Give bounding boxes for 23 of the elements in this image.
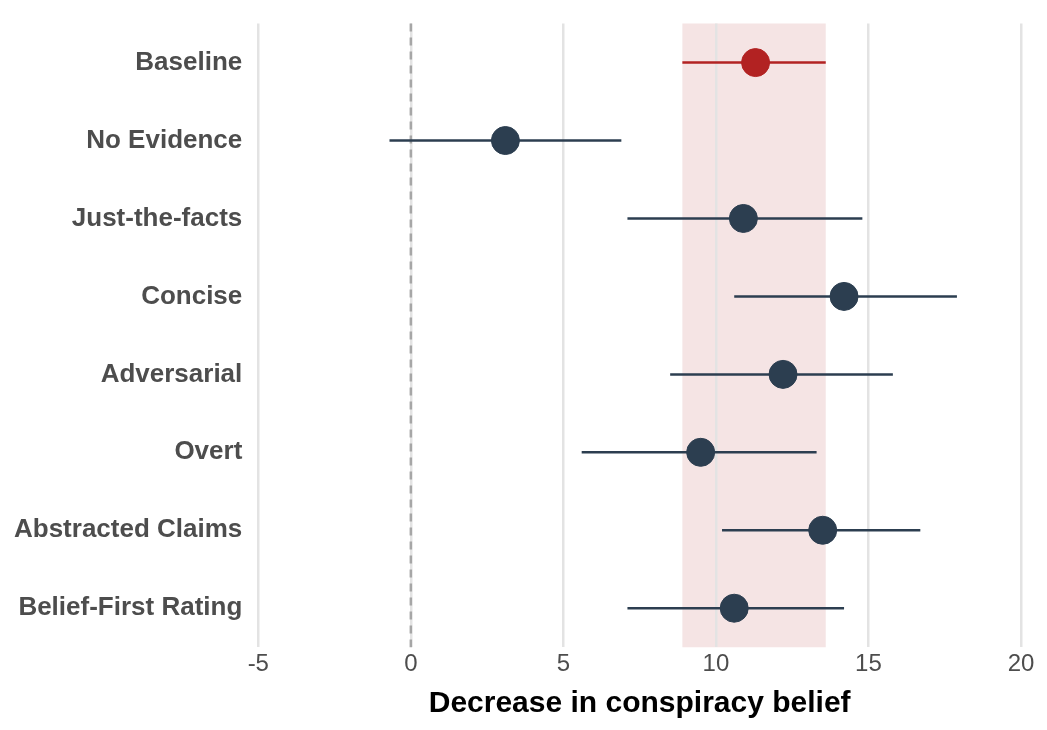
y-tick-label: Just-the-facts [71, 201, 243, 232]
y-tick-label: Adversarial [100, 357, 243, 388]
y-tick-label: Concise [141, 279, 243, 310]
point [741, 48, 771, 78]
y-tick-label: Baseline [135, 45, 243, 76]
point [808, 515, 838, 545]
point [490, 126, 520, 156]
x-axis-title: Decrease in conspiracy belief [428, 685, 852, 719]
y-tick-label: Overt [174, 435, 243, 466]
x-tick-label: 10 [702, 649, 730, 677]
point [829, 281, 859, 311]
y-tick-label: No Evidence [86, 123, 243, 154]
y-tick-label: Belief-First Rating [18, 591, 243, 622]
x-tick-label: 5 [556, 649, 571, 677]
point [728, 203, 758, 233]
y-tick-label: Abstracted Claims [13, 513, 243, 544]
x-tick-label: 15 [855, 649, 882, 677]
point [686, 437, 716, 467]
x-tick-label: 0 [404, 649, 418, 677]
x-tick-label: -5 [247, 649, 269, 677]
point [768, 359, 798, 389]
x-tick-label: 20 [1007, 649, 1035, 677]
point [719, 593, 749, 623]
